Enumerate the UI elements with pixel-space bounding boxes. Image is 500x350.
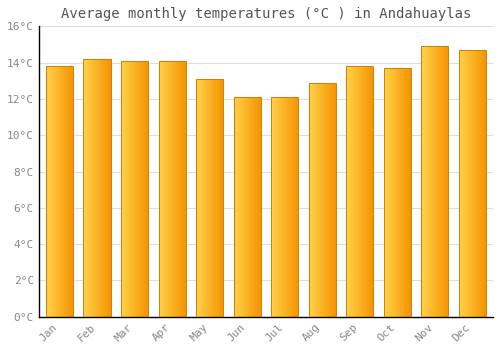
Bar [459, 50, 486, 317]
Bar [234, 97, 260, 317]
Bar [196, 79, 223, 317]
Bar [271, 97, 298, 317]
Bar [422, 46, 448, 317]
Title: Average monthly temperatures (°C ) in Andahuaylas: Average monthly temperatures (°C ) in An… [60, 7, 471, 21]
Bar [46, 66, 73, 317]
Bar [158, 61, 186, 317]
Bar [308, 83, 336, 317]
Bar [121, 61, 148, 317]
Bar [84, 59, 110, 317]
Bar [346, 66, 374, 317]
Bar [384, 68, 411, 317]
